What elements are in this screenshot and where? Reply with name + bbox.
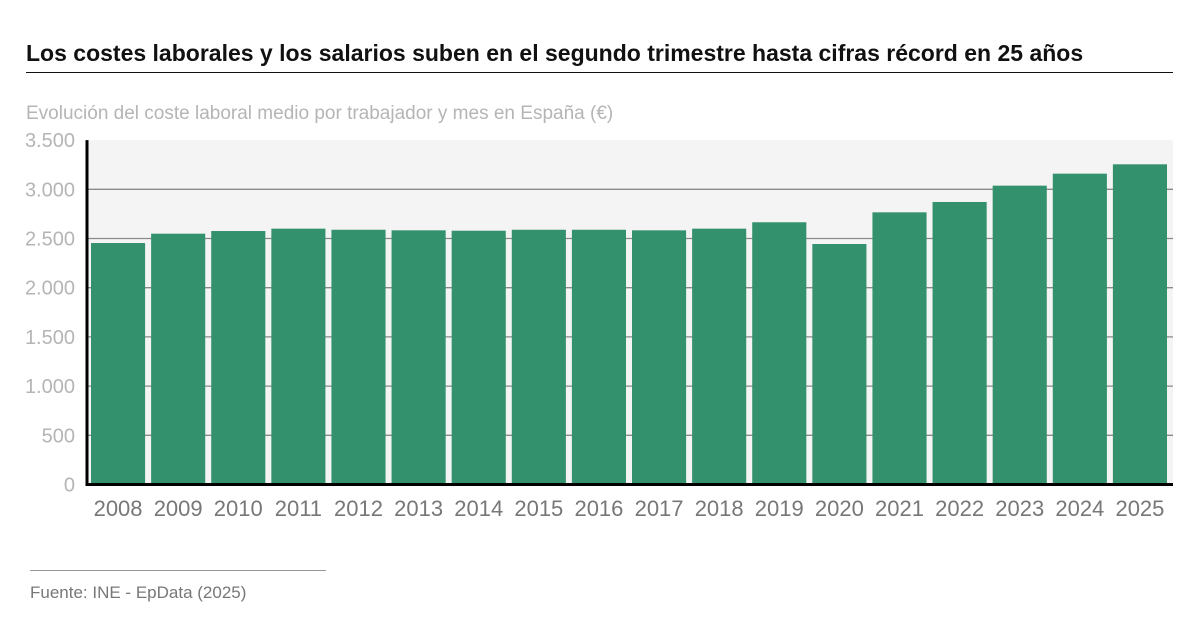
x-tick-label: 2012 [334, 496, 383, 521]
source-note: Fuente: INE - EpData (2025) [30, 583, 247, 602]
bar-2022 [932, 201, 987, 485]
y-tick-label: 0 [64, 475, 75, 497]
y-tick-label: 500 [42, 425, 75, 447]
bar-2012 [331, 229, 386, 485]
x-tick-label: 2024 [1055, 496, 1104, 521]
bar-2017 [632, 230, 687, 485]
x-tick-label: 2022 [935, 496, 984, 521]
bar-2019 [752, 222, 807, 485]
bar-2015 [511, 229, 566, 485]
chart-subtitle: Evolución del coste laboral medio por tr… [26, 103, 614, 124]
x-tick-label: 2023 [995, 496, 1044, 521]
y-tick-label: 2.500 [25, 229, 75, 251]
bar-2009 [151, 233, 206, 485]
bar-2020 [812, 244, 867, 485]
bar-2021 [872, 212, 927, 485]
y-tick-label: 1.500 [25, 327, 75, 349]
bar-2018 [692, 228, 747, 485]
x-tick-label: 2025 [1115, 496, 1164, 521]
y-tick-label: 3.000 [25, 179, 75, 201]
y-tick-label: 3.500 [25, 130, 75, 152]
y-tick-label: 2.000 [25, 278, 75, 300]
x-tick-label: 2015 [514, 496, 563, 521]
x-tick-label: 2008 [94, 496, 143, 521]
x-tick-label: 2019 [755, 496, 804, 521]
plot-background [87, 140, 1173, 485]
x-tick-label: 2010 [214, 496, 263, 521]
bar-2024 [1052, 173, 1107, 485]
bar-2023 [992, 185, 1047, 485]
bar-2010 [211, 231, 266, 485]
bar-2025 [1112, 164, 1167, 485]
x-tick-label: 2011 [275, 496, 322, 521]
x-tick-label: 2018 [695, 496, 744, 521]
x-tick-label: 2009 [154, 496, 203, 521]
x-tick-label: 2013 [394, 496, 443, 521]
bar-2013 [391, 230, 446, 485]
bar-2008 [91, 243, 146, 485]
x-tick-label: 2021 [875, 496, 924, 521]
y-tick-label: 1.000 [25, 376, 75, 398]
bar-2016 [571, 229, 626, 485]
x-tick-label: 2016 [574, 496, 623, 521]
x-tick-label: 2020 [815, 496, 864, 521]
x-tick-label: 2014 [454, 496, 503, 521]
bar-2014 [451, 230, 506, 485]
title-divider [26, 72, 1173, 73]
source-divider [30, 570, 326, 571]
x-tick-label: 2017 [635, 496, 684, 521]
chart-title: Los costes laborales y los salarios sube… [26, 40, 1084, 66]
bar-2011 [271, 228, 326, 485]
